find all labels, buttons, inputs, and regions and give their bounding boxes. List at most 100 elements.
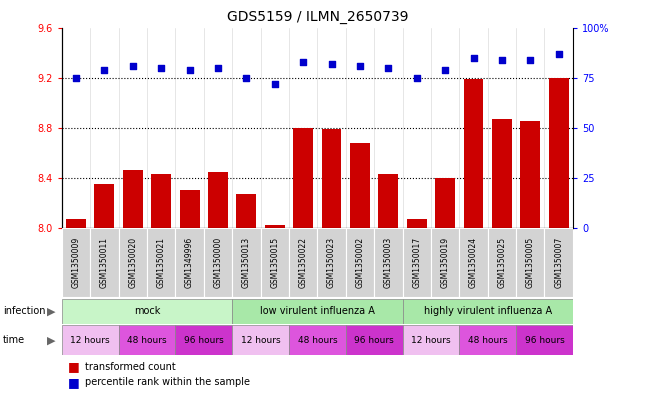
- Text: GSM1350002: GSM1350002: [355, 237, 365, 288]
- Bar: [175, 228, 204, 297]
- Text: 12 hours: 12 hours: [241, 336, 281, 345]
- Bar: [374, 228, 402, 297]
- Bar: [317, 228, 346, 297]
- Text: ▶: ▶: [47, 335, 55, 345]
- Text: infection: infection: [3, 307, 46, 316]
- Text: 96 hours: 96 hours: [354, 336, 394, 345]
- Text: highly virulent influenza A: highly virulent influenza A: [424, 307, 552, 316]
- Text: GSM1350017: GSM1350017: [412, 237, 421, 288]
- Text: 48 hours: 48 hours: [298, 336, 337, 345]
- Text: GSM1350019: GSM1350019: [441, 237, 450, 288]
- Bar: [407, 219, 426, 228]
- Text: low virulent influenza A: low virulent influenza A: [260, 307, 375, 316]
- Bar: [260, 228, 289, 297]
- Bar: [435, 178, 455, 228]
- Text: GSM1350011: GSM1350011: [100, 237, 109, 288]
- Bar: [402, 228, 431, 297]
- Point: [497, 57, 507, 63]
- Bar: [322, 129, 342, 228]
- Text: 48 hours: 48 hours: [127, 336, 167, 345]
- Bar: [402, 299, 573, 324]
- Bar: [62, 228, 90, 297]
- Text: 12 hours: 12 hours: [411, 336, 450, 345]
- Bar: [90, 228, 118, 297]
- Bar: [464, 79, 484, 228]
- Point: [128, 62, 138, 69]
- Point: [270, 81, 280, 87]
- Bar: [460, 228, 488, 297]
- Bar: [346, 325, 402, 355]
- Text: GSM1350015: GSM1350015: [270, 237, 279, 288]
- Point: [156, 64, 167, 71]
- Text: GSM1349996: GSM1349996: [185, 237, 194, 288]
- Text: 48 hours: 48 hours: [468, 336, 508, 345]
- Bar: [66, 219, 86, 228]
- Text: GSM1350023: GSM1350023: [327, 237, 336, 288]
- Bar: [350, 143, 370, 228]
- Text: GSM1350020: GSM1350020: [128, 237, 137, 288]
- Text: percentile rank within the sample: percentile rank within the sample: [85, 377, 249, 387]
- Text: ▶: ▶: [47, 307, 55, 316]
- Bar: [118, 325, 175, 355]
- Bar: [232, 299, 402, 324]
- Point: [99, 66, 109, 73]
- Bar: [293, 128, 313, 228]
- Bar: [520, 121, 540, 228]
- Text: 12 hours: 12 hours: [70, 336, 110, 345]
- Point: [383, 64, 394, 71]
- Bar: [289, 228, 317, 297]
- Text: GSM1350024: GSM1350024: [469, 237, 478, 288]
- Text: GSM1350021: GSM1350021: [157, 237, 166, 288]
- Point: [326, 61, 337, 67]
- Bar: [151, 174, 171, 228]
- Point: [468, 55, 478, 61]
- Point: [71, 75, 81, 81]
- Text: GDS5159 / ILMN_2650739: GDS5159 / ILMN_2650739: [227, 10, 408, 24]
- Bar: [208, 172, 228, 228]
- Bar: [118, 228, 147, 297]
- Text: GSM1350003: GSM1350003: [384, 237, 393, 288]
- Text: transformed count: transformed count: [85, 362, 175, 372]
- Point: [440, 66, 450, 73]
- Point: [241, 75, 251, 81]
- Bar: [62, 325, 118, 355]
- Text: ■: ■: [68, 376, 80, 389]
- Text: mock: mock: [134, 307, 160, 316]
- Bar: [346, 228, 374, 297]
- Point: [553, 50, 564, 57]
- Bar: [516, 325, 573, 355]
- Text: ■: ■: [68, 360, 80, 373]
- Text: 96 hours: 96 hours: [525, 336, 564, 345]
- Text: GSM1350013: GSM1350013: [242, 237, 251, 288]
- Text: GSM1350005: GSM1350005: [526, 237, 534, 288]
- Bar: [544, 228, 573, 297]
- Text: GSM1350000: GSM1350000: [214, 237, 223, 288]
- Bar: [62, 299, 232, 324]
- Point: [411, 75, 422, 81]
- Bar: [431, 228, 460, 297]
- Bar: [204, 228, 232, 297]
- Text: GSM1350009: GSM1350009: [72, 237, 81, 288]
- Point: [213, 64, 223, 71]
- Text: time: time: [3, 335, 25, 345]
- Text: GSM1350025: GSM1350025: [497, 237, 506, 288]
- Text: GSM1350007: GSM1350007: [554, 237, 563, 288]
- Bar: [488, 228, 516, 297]
- Bar: [265, 226, 284, 228]
- Bar: [492, 119, 512, 228]
- Point: [525, 57, 536, 63]
- Bar: [232, 228, 260, 297]
- Bar: [516, 228, 544, 297]
- Bar: [180, 190, 200, 228]
- Bar: [289, 325, 346, 355]
- Point: [355, 62, 365, 69]
- Bar: [147, 228, 175, 297]
- Bar: [94, 184, 115, 228]
- Bar: [232, 325, 289, 355]
- Bar: [460, 325, 516, 355]
- Bar: [236, 194, 256, 228]
- Bar: [123, 170, 143, 228]
- Bar: [175, 325, 232, 355]
- Point: [298, 59, 309, 65]
- Bar: [378, 174, 398, 228]
